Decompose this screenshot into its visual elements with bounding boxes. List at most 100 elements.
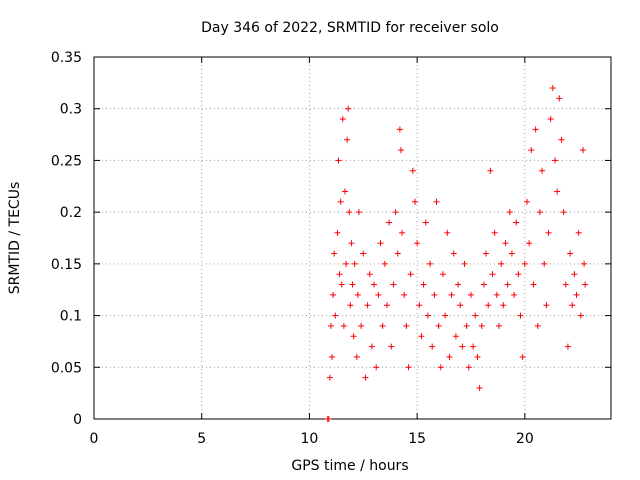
data-point <box>554 188 561 195</box>
grid-layer <box>94 57 611 419</box>
data-point <box>338 281 345 288</box>
data-point <box>513 219 520 226</box>
data-point <box>336 271 343 278</box>
data-point <box>506 209 513 216</box>
data-point <box>424 312 431 319</box>
data-point <box>573 291 580 298</box>
data-point <box>567 250 574 257</box>
data-point <box>579 147 586 154</box>
data-point <box>526 240 533 247</box>
data-point <box>467 291 474 298</box>
data-point <box>521 260 528 267</box>
data-point <box>405 364 412 371</box>
data-point <box>523 198 530 205</box>
data-point <box>386 219 393 226</box>
data-point <box>383 302 390 309</box>
data-point <box>483 250 490 257</box>
data-point <box>362 374 369 381</box>
data-point <box>571 271 578 278</box>
data-point <box>455 281 462 288</box>
data-point <box>549 85 556 92</box>
data-point <box>457 302 464 309</box>
y-axis-label: SRMTID / TECUs <box>7 182 23 295</box>
data-point <box>474 353 481 360</box>
data-point <box>491 229 498 236</box>
data-point <box>343 260 350 267</box>
data-point <box>450 250 457 257</box>
data-point <box>397 147 404 154</box>
x-tick-label: 5 <box>197 431 206 447</box>
data-point <box>334 229 341 236</box>
data-point <box>431 291 438 298</box>
y-tick-label: 0.15 <box>51 257 82 273</box>
data-point <box>371 281 378 288</box>
data-point <box>556 95 563 102</box>
data-point <box>534 322 541 329</box>
x-tick-label: 0 <box>90 431 99 447</box>
y-tick-label: 0.3 <box>60 102 82 118</box>
data-point <box>422 219 429 226</box>
data-point <box>437 364 444 371</box>
data-point <box>545 229 552 236</box>
plot-frame <box>93 56 612 420</box>
data-point <box>463 322 470 329</box>
data-point <box>470 343 477 350</box>
data-point <box>416 302 423 309</box>
data-point <box>349 281 356 288</box>
data-point <box>461 260 468 267</box>
data-point <box>360 250 367 257</box>
data-point <box>564 343 571 350</box>
data-point <box>515 271 522 278</box>
chart-title: Day 346 of 2022, SRMTID for receiver sol… <box>201 20 499 36</box>
data-point <box>581 260 588 267</box>
data-point <box>448 291 455 298</box>
data-point <box>495 322 502 329</box>
data-point <box>409 167 416 174</box>
data-point <box>348 240 355 247</box>
data-point <box>547 116 554 123</box>
data-point <box>345 105 352 112</box>
data-point <box>480 281 487 288</box>
data-point <box>414 240 421 247</box>
data-point <box>330 291 337 298</box>
data-point <box>390 281 397 288</box>
x-axis-label: GPS time / hours <box>291 458 408 474</box>
data-point <box>498 260 505 267</box>
data-point <box>504 281 511 288</box>
data-point <box>500 302 507 309</box>
data-point <box>418 333 425 340</box>
data-point <box>366 271 373 278</box>
data-point <box>435 322 442 329</box>
data-point <box>427 260 434 267</box>
data-point <box>558 136 565 143</box>
data-point <box>493 291 500 298</box>
data-point <box>373 364 380 371</box>
data-point <box>489 271 496 278</box>
data-point <box>344 136 351 143</box>
data-point <box>332 312 339 319</box>
y-tick-label: 0 <box>73 412 82 428</box>
data-point <box>403 322 410 329</box>
data-point <box>478 322 485 329</box>
data-point <box>364 302 371 309</box>
data-point <box>541 260 548 267</box>
data-point <box>353 353 360 360</box>
data-point <box>452 333 459 340</box>
data-point <box>341 188 348 195</box>
data-point <box>487 167 494 174</box>
data-point <box>511 291 518 298</box>
point-layer <box>324 85 589 422</box>
data-point <box>392 209 399 216</box>
data-point <box>329 353 336 360</box>
data-point <box>358 322 365 329</box>
data-point <box>377 240 384 247</box>
data-point <box>532 126 539 133</box>
data-point <box>407 271 414 278</box>
data-point <box>368 343 375 350</box>
data-point <box>337 198 344 205</box>
data-point <box>388 343 395 350</box>
data-point <box>331 250 338 257</box>
data-point <box>517 312 524 319</box>
data-point <box>459 343 466 350</box>
data-point <box>444 229 451 236</box>
